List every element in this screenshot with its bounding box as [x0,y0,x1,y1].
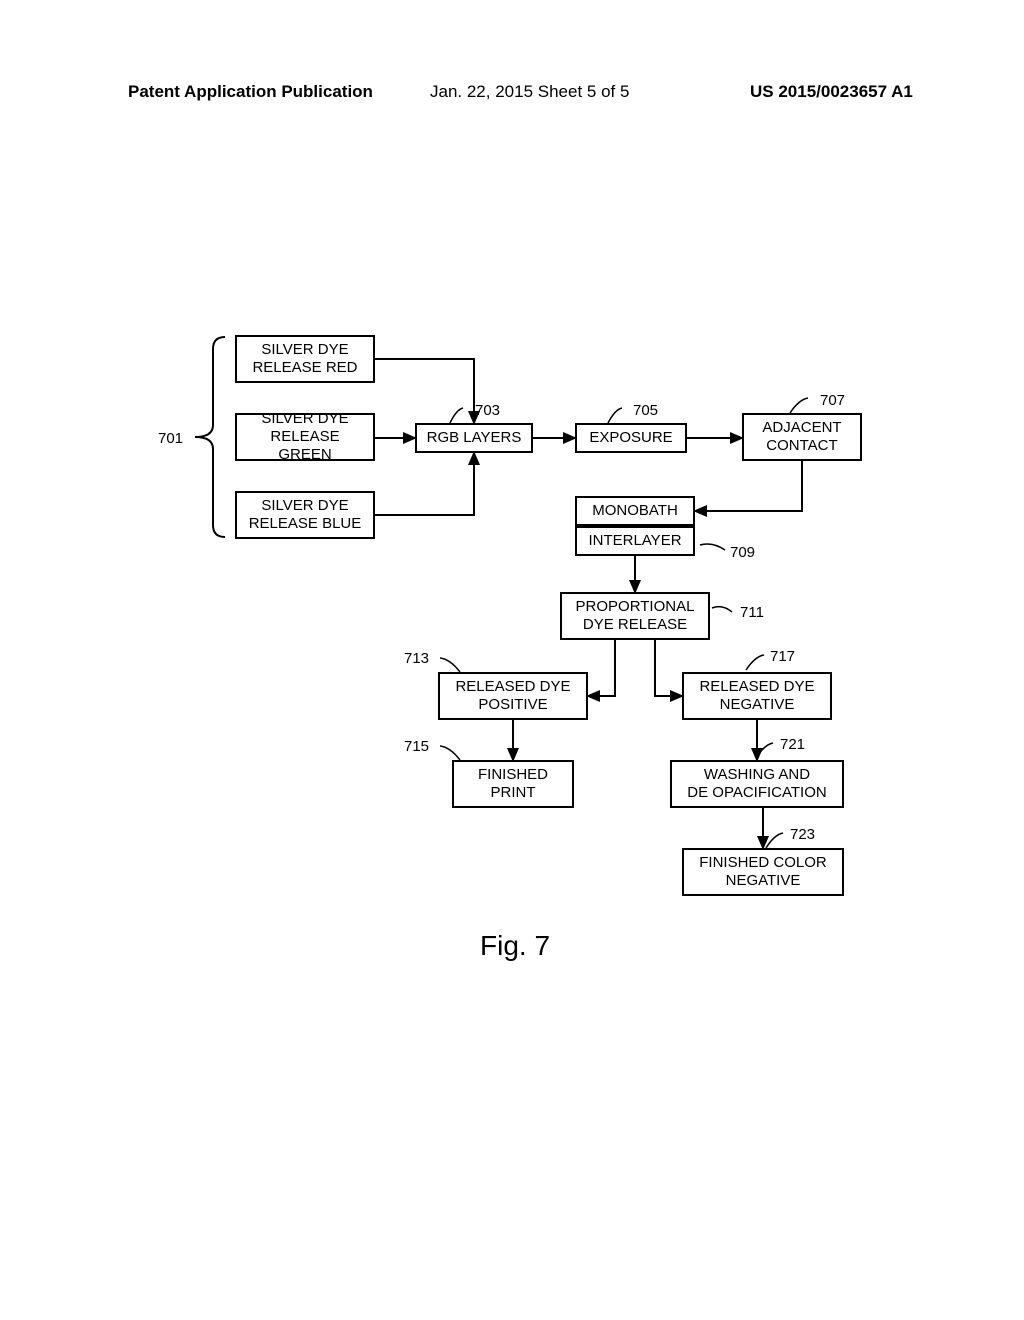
ref-711: 711 [740,604,764,621]
box-monobath: MONOBATH [575,496,695,526]
ref-709: 709 [730,544,755,561]
box-released-dye-neg: RELEASED DYENEGATIVE [682,672,832,720]
ref-723: 723 [790,826,815,843]
ref-703: 703 [475,402,500,419]
ref-715: 715 [404,738,429,755]
box-exposure: EXPOSURE [575,423,687,453]
ref-713: 713 [404,650,429,667]
header-patent-number: US 2015/0023657 A1 [750,82,913,102]
box-silver-dye-green: SILVER DYERELEASE GREEN [235,413,375,461]
box-interlayer: INTERLAYER [575,526,695,556]
box-rgb-layers: RGB LAYERS [415,423,533,453]
header-publication: Patent Application Publication [128,82,373,102]
ref-717: 717 [770,648,795,665]
box-finished-print: FINISHEDPRINT [452,760,574,808]
box-washing: WASHING ANDDE OPACIFICATION [670,760,844,808]
ref-707: 707 [820,392,845,409]
diagram-arrows [0,0,1024,1320]
box-released-dye-pos: RELEASED DYEPOSITIVE [438,672,588,720]
box-finished-negative: FINISHED COLORNEGATIVE [682,848,844,896]
ref-721: 721 [780,736,805,753]
box-proportional-dye: PROPORTIONALDYE RELEASE [560,592,710,640]
box-silver-dye-blue: SILVER DYERELEASE BLUE [235,491,375,539]
ref-705: 705 [633,402,658,419]
figure-caption: Fig. 7 [480,930,550,962]
ref-701: 701 [158,430,183,447]
header-date-sheet: Jan. 22, 2015 Sheet 5 of 5 [430,82,629,102]
box-silver-dye-red: SILVER DYERELEASE RED [235,335,375,383]
box-adjacent-contact: ADJACENTCONTACT [742,413,862,461]
